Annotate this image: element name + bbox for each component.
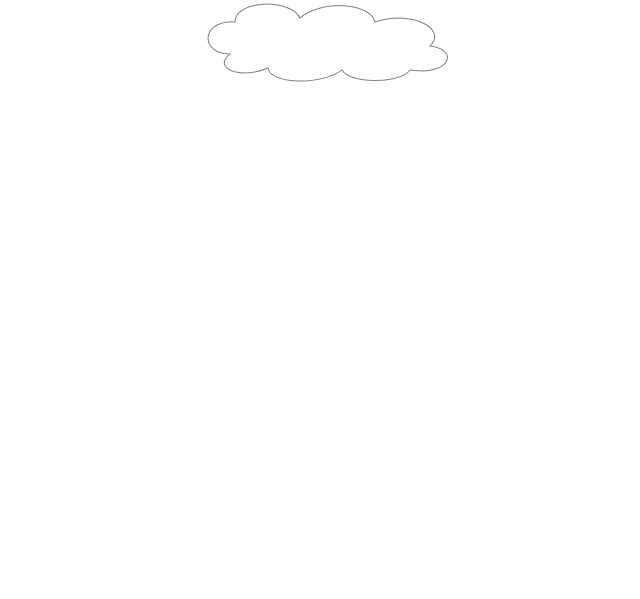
architecture-diagram bbox=[0, 0, 640, 599]
internet-cloud bbox=[208, 4, 447, 81]
